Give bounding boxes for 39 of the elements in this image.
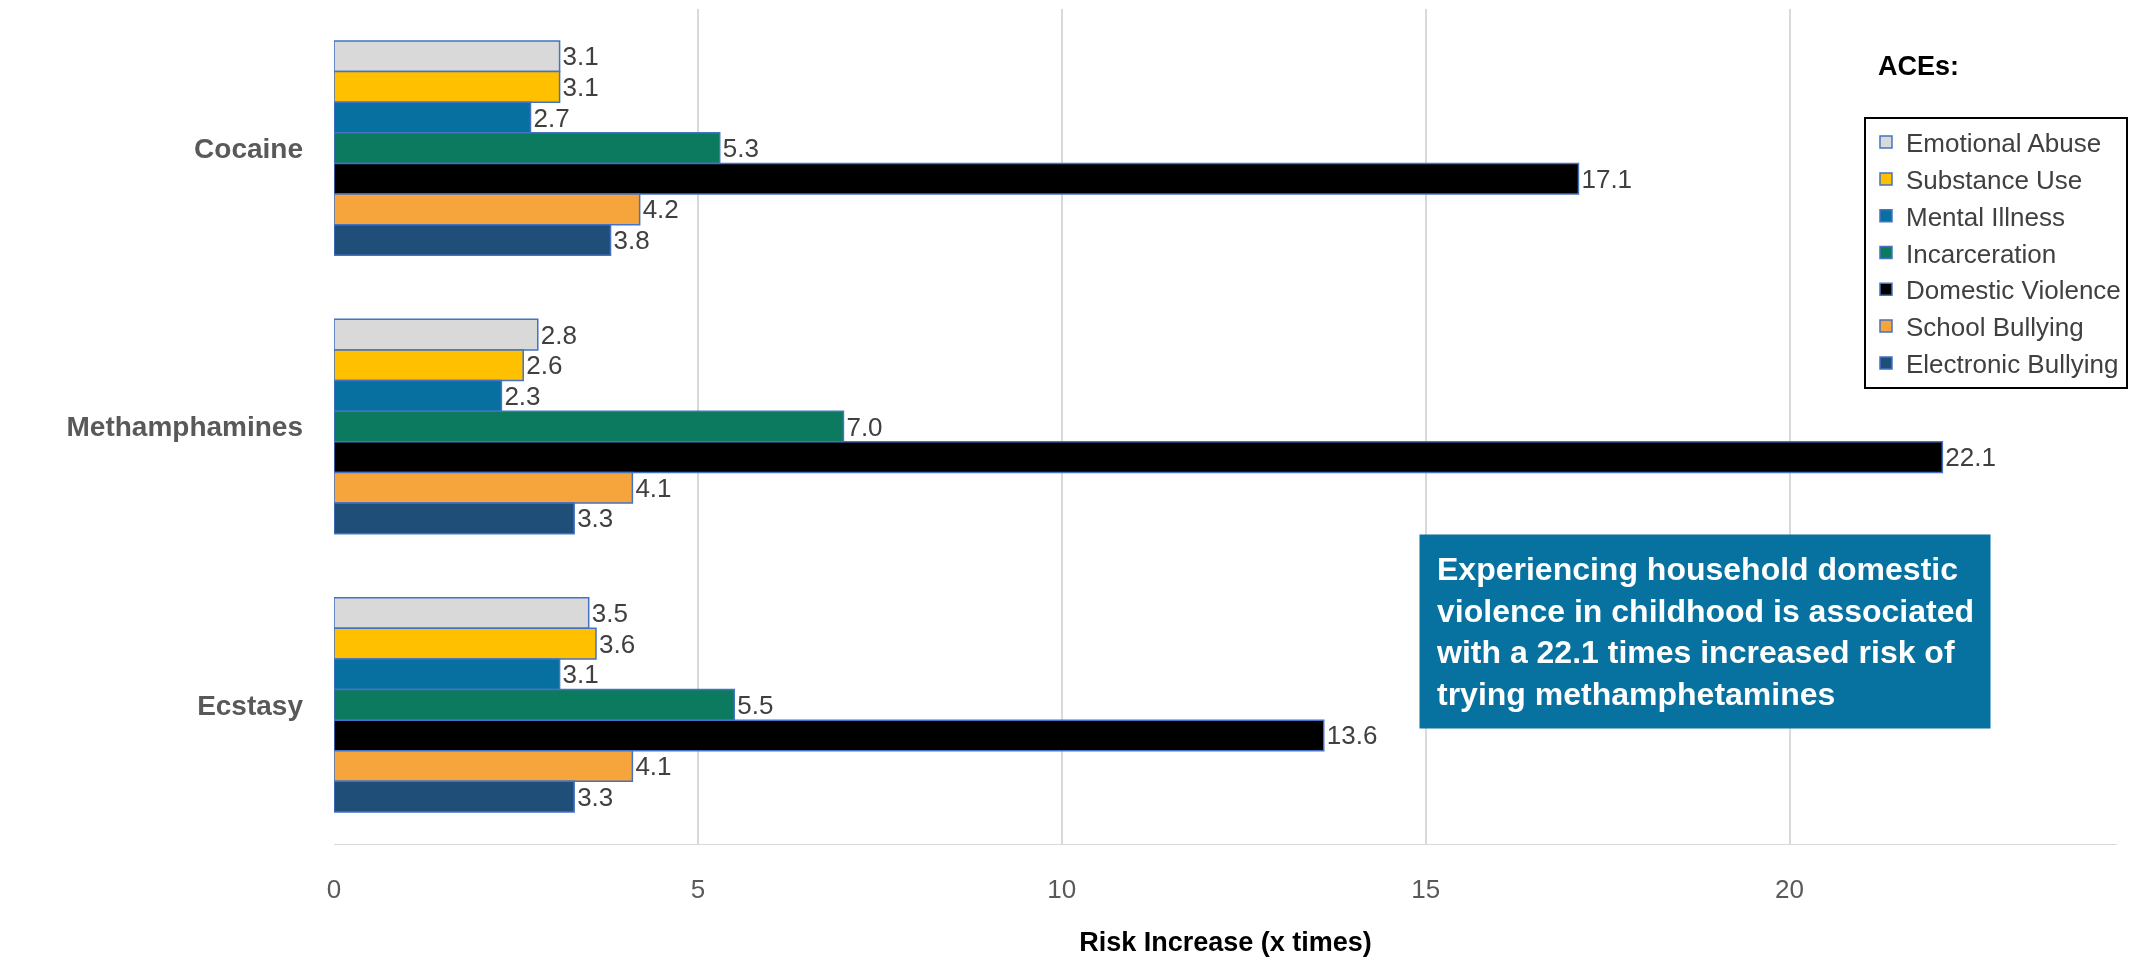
data-label: 5.5 [737,689,774,720]
data-label: 3.5 [591,597,628,628]
legend-label: Incarceration [1905,238,2057,269]
legend-label: Domestic Violence [1905,275,2121,306]
data-label: 2.8 [540,319,577,350]
data-label: 3.6 [598,628,636,659]
data-label: 7.0 [846,411,883,442]
data-label: 2.3 [504,380,541,411]
data-label: 4.1 [635,751,672,782]
data-label: 2.6 [526,350,563,381]
data-label: 4.1 [635,472,672,503]
legend-title: ACEs: [1878,51,1960,81]
legend-label: Mental Illness [1905,201,2065,232]
legend-label: School Bullying [1905,312,2084,343]
y-tick-label: Ecstasy [197,689,304,721]
legend-label: Emotional Abuse [1905,128,2102,159]
data-label: 3.1 [562,71,599,102]
data-label: 3.8 [613,225,650,256]
x-axis-title: Risk Increase (x times) [1079,926,1372,957]
data-label: 3.1 [562,41,599,72]
x-tick-label: 15 [1411,874,1441,905]
x-tick-label: 10 [1047,874,1077,905]
data-label: 4.2 [642,194,679,225]
annotation: Experiencing household domestic violence in childhood is associated with a 22.1 times increased risk of trying methamphetamines [1436,551,1975,712]
x-tick-label: 20 [1775,874,1804,905]
data-label: 3.1 [562,659,599,690]
y-tick-label: Methamphamines [66,411,303,443]
y-tick-label: Cocaine [194,132,303,164]
legend-label: Substance Use [1905,165,2083,196]
data-label: 17.1 [1581,163,1633,194]
data-label: 2.7 [533,102,570,133]
data-label: 22.1 [1945,442,1996,473]
data-label: 13.6 [1326,720,1378,751]
x-tick-label: 5 [690,874,706,905]
x-tick-label: 0 [326,874,342,905]
data-label: 5.3 [722,133,759,164]
data-label: 3.3 [577,503,614,534]
data-label: 3.3 [577,781,614,812]
legend-label: Electronic Bullying [1905,349,2119,380]
